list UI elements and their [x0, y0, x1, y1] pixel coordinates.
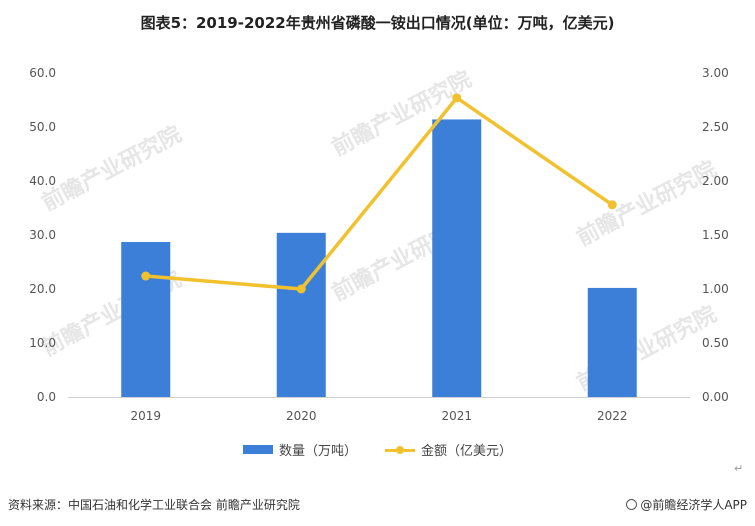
left-tick-label: 30.0 [29, 228, 56, 242]
left-tick-label: 40.0 [29, 174, 56, 188]
legend-item-quantity: 数量（万吨） [242, 440, 357, 459]
x-tick-label: 2020 [286, 409, 317, 423]
legend-line-swatch [385, 445, 415, 455]
legend: 数量（万吨） 金额（亿美元） [0, 440, 755, 459]
left-tick-label: 60.0 [29, 66, 56, 80]
bar [121, 242, 171, 397]
right-axis: 0.00 0.50 1.00 1.50 2.00 2.50 3.00 [702, 66, 729, 404]
legend-label-quantity: 数量（万吨） [278, 444, 357, 459]
left-tick-label: 0.0 [37, 390, 56, 404]
x-tick-label: 2019 [130, 409, 161, 423]
series-line [144, 96, 614, 291]
chart-title: 图表5：2019-2022年贵州省磷酸一铵出口情况(单位：万吨，亿美元) [140, 14, 615, 32]
right-tick-label: 0.50 [702, 336, 729, 350]
bar [587, 287, 637, 397]
right-tick-label: 1.50 [702, 228, 729, 242]
line-point [452, 93, 462, 103]
x-axis: 2019 2020 2021 2022 [130, 409, 627, 423]
footer: 资料来源：中国石油和化学工业联合会 前瞻产业研究院 @前瞻经济学人APP [8, 496, 747, 513]
legend-bar-swatch [242, 445, 273, 454]
line-series [141, 93, 617, 294]
right-tick-label: 2.50 [702, 120, 729, 134]
right-tick-label: 3.00 [702, 66, 729, 80]
bar [276, 232, 326, 397]
left-tick-label: 20.0 [29, 282, 56, 296]
line-point [141, 271, 151, 281]
brand-text: @前瞻经济学人APP [640, 498, 747, 512]
left-axis: 0.0 10.0 20.0 30.0 40.0 50.0 60.0 [29, 66, 56, 404]
right-tick-label: 2.00 [702, 174, 729, 188]
return-mark: ↵ [734, 462, 744, 475]
legend-item-amount: 金额（亿美元） [385, 440, 512, 459]
bar-series [121, 119, 637, 397]
source-text: 资料来源：中国石油和化学工业联合会 前瞻产业研究院 [8, 498, 300, 512]
legend-label-amount: 金额（亿美元） [421, 444, 513, 459]
brand-logo-icon [626, 499, 638, 510]
left-tick-label: 50.0 [29, 120, 56, 134]
footer-brand: @前瞻经济学人APP [626, 496, 747, 513]
x-tick-label: 2021 [441, 409, 472, 423]
line-point [607, 200, 617, 210]
right-tick-label: 0.00 [702, 390, 729, 404]
line-point [296, 284, 306, 294]
bar [432, 119, 482, 397]
watermark-text: 前瞻产业研究院 [573, 156, 721, 251]
watermark-text: 前瞻产业研究院 [38, 121, 186, 216]
right-tick-label: 1.00 [702, 282, 729, 296]
x-tick-label: 2022 [597, 409, 628, 423]
left-tick-label: 10.0 [29, 336, 56, 350]
